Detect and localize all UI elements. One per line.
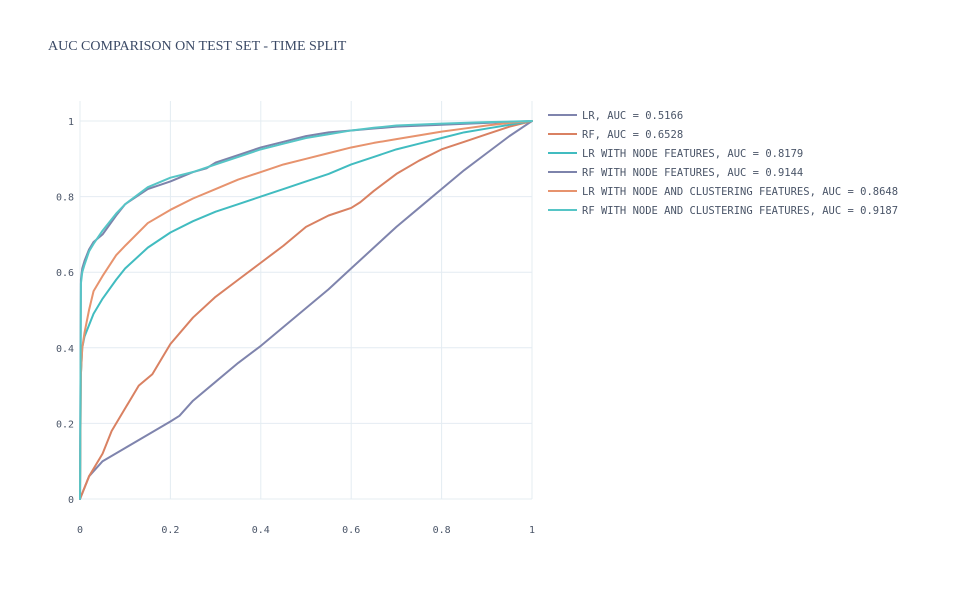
x-axis: 0 0.2 0.4 0.6 0.8 1 bbox=[77, 525, 535, 536]
series-line-5[interactable] bbox=[79, 120, 533, 500]
legend-item[interactable]: RF WITH NODE FEATURES, AUC = 0.9144 bbox=[548, 167, 803, 179]
x-tick-label: 0.6 bbox=[342, 525, 360, 536]
y-tick-label: 0.4 bbox=[56, 344, 74, 355]
legend-label: LR WITH NODE FEATURES, AUC = 0.8179 bbox=[582, 148, 803, 160]
series-line-6[interactable] bbox=[79, 120, 533, 500]
x-tick-label: 1 bbox=[529, 525, 535, 536]
legend-item[interactable]: LR WITH NODE FEATURES, AUC = 0.8179 bbox=[548, 148, 803, 160]
legend-label: LR WITH NODE AND CLUSTERING FEATURES, AU… bbox=[582, 186, 898, 198]
y-tick-label: 0.8 bbox=[56, 193, 74, 204]
y-tick-label: 0.6 bbox=[56, 268, 74, 279]
legend-item[interactable]: RF, AUC = 0.6528 bbox=[548, 129, 683, 141]
series-line-3[interactable] bbox=[79, 120, 533, 500]
legend-label: LR, AUC = 0.5166 bbox=[582, 110, 683, 122]
chart-title: AUC COMPARISON ON TEST SET - TIME SPLIT bbox=[48, 39, 347, 54]
legend: LR, AUC = 0.5166 RF, AUC = 0.6528 LR WITH … bbox=[548, 110, 898, 217]
y-tick-label: 0.2 bbox=[56, 419, 74, 430]
series-line-1[interactable] bbox=[79, 120, 533, 500]
legend-label: RF, AUC = 0.6528 bbox=[582, 129, 683, 141]
legend-item[interactable]: RF WITH NODE AND CLUSTERING FEATURES, AU… bbox=[548, 205, 898, 217]
x-tick-label: 0.8 bbox=[433, 525, 451, 536]
series-line-2[interactable] bbox=[79, 120, 533, 500]
x-tick-label: 0 bbox=[77, 525, 83, 536]
y-axis: 0 0.2 0.4 0.6 0.8 1 bbox=[56, 117, 74, 506]
x-tick-label: 0.4 bbox=[252, 525, 270, 536]
legend-item[interactable]: LR, AUC = 0.5166 bbox=[548, 110, 683, 122]
grid bbox=[79, 101, 533, 500]
legend-item[interactable]: LR WITH NODE AND CLUSTERING FEATURES, AU… bbox=[548, 186, 898, 198]
y-tick-label: 0 bbox=[68, 495, 74, 506]
y-tick-label: 1 bbox=[68, 117, 74, 128]
x-tick-label: 0.2 bbox=[161, 525, 179, 536]
legend-label: RF WITH NODE AND CLUSTERING FEATURES, AU… bbox=[582, 205, 898, 217]
legend-label: RF WITH NODE FEATURES, AUC = 0.9144 bbox=[582, 167, 803, 179]
series-line-4[interactable] bbox=[79, 120, 533, 500]
plot-area bbox=[79, 120, 533, 500]
